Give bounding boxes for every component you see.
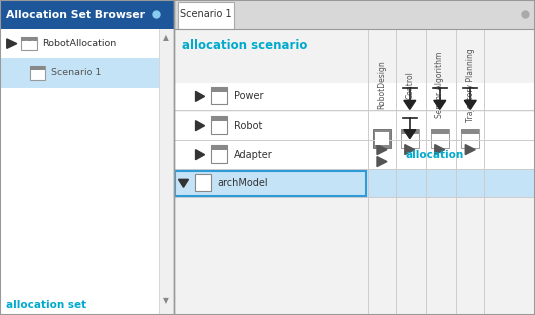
Text: allocation set: allocation set: [6, 300, 87, 310]
Polygon shape: [434, 100, 446, 109]
Bar: [401, 129, 419, 134]
Bar: [211, 87, 227, 92]
Text: allocation scenario: allocation scenario: [182, 39, 307, 52]
Bar: [21, 37, 37, 50]
Polygon shape: [464, 100, 476, 109]
Bar: [175, 171, 366, 196]
Text: Scenario 1: Scenario 1: [51, 68, 101, 77]
Text: Allocation Set Browser: Allocation Set Browser: [6, 10, 146, 20]
Bar: [174, 0, 535, 29]
Bar: [431, 129, 449, 148]
Polygon shape: [377, 145, 387, 155]
Text: Power: Power: [234, 91, 263, 101]
Polygon shape: [404, 100, 416, 109]
Text: ▼: ▼: [164, 296, 169, 305]
Bar: [211, 145, 227, 150]
Polygon shape: [196, 150, 204, 160]
Bar: [401, 129, 419, 148]
Bar: [21, 37, 37, 41]
Bar: [195, 174, 211, 191]
Bar: [30, 66, 45, 70]
Polygon shape: [7, 39, 17, 48]
Text: Adapter: Adapter: [234, 150, 272, 160]
Bar: [0, 29, 174, 315]
Bar: [211, 87, 227, 104]
Polygon shape: [465, 145, 475, 155]
Bar: [211, 116, 227, 134]
Text: Scenario 1: Scenario 1: [180, 9, 232, 20]
Bar: [159, 29, 174, 315]
Text: RobotDesign: RobotDesign: [378, 61, 386, 109]
Bar: [211, 145, 227, 163]
Bar: [174, 141, 535, 169]
Text: ▲: ▲: [164, 33, 169, 42]
Polygon shape: [179, 179, 188, 187]
Text: Trajectory Planning: Trajectory Planning: [466, 48, 475, 122]
Text: Sensor Algorithm: Sensor Algorithm: [435, 52, 444, 118]
Bar: [174, 169, 535, 197]
Bar: [30, 66, 45, 80]
Polygon shape: [196, 91, 204, 101]
Bar: [431, 129, 449, 134]
Text: archModel: archModel: [218, 178, 269, 188]
Bar: [174, 83, 535, 110]
Polygon shape: [377, 157, 387, 167]
Polygon shape: [435, 145, 445, 155]
Text: Robot: Robot: [234, 121, 262, 131]
Polygon shape: [405, 145, 415, 155]
Bar: [461, 129, 479, 134]
Text: Control: Control: [406, 71, 414, 99]
Bar: [461, 129, 479, 148]
Bar: [174, 29, 535, 315]
Text: allocation: allocation: [406, 150, 463, 160]
Bar: [0, 0, 174, 29]
Bar: [373, 129, 391, 148]
Bar: [375, 132, 389, 145]
Bar: [0, 58, 174, 88]
Polygon shape: [196, 121, 204, 131]
Text: RobotAllocation: RobotAllocation: [42, 39, 116, 48]
Bar: [178, 2, 234, 29]
Polygon shape: [404, 130, 416, 139]
Bar: [211, 116, 227, 121]
Bar: [174, 112, 535, 140]
